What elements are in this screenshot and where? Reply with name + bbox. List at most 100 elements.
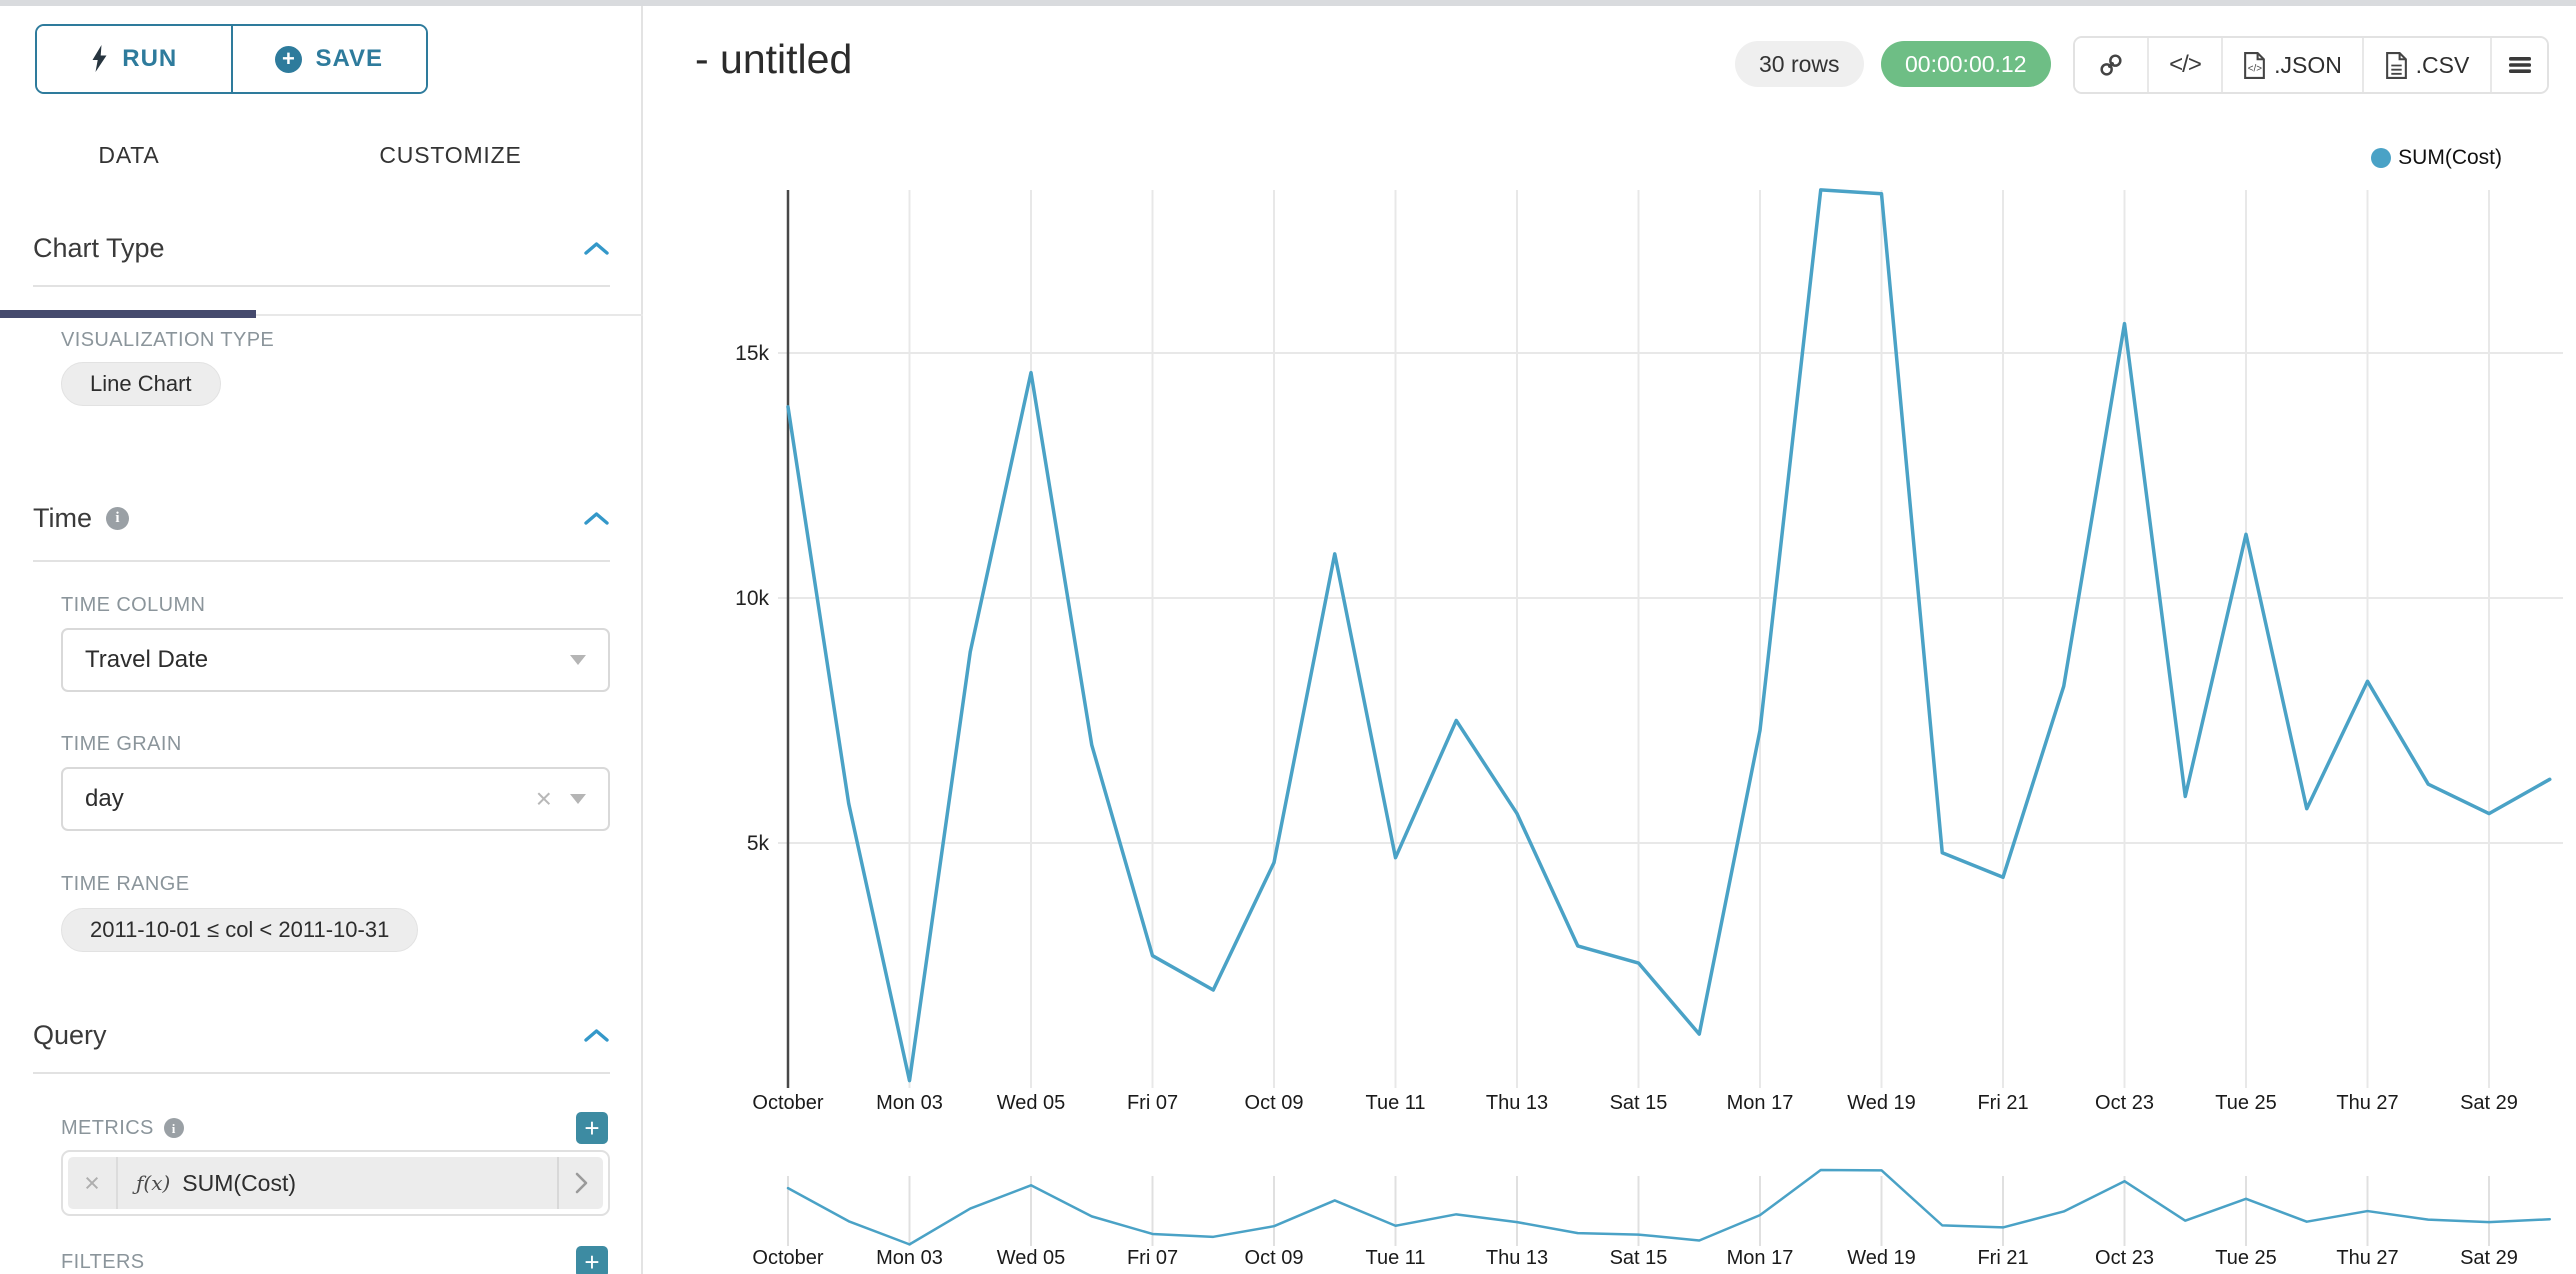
time-grain-value: day xyxy=(85,785,124,812)
time-grain-label: TIME GRAIN xyxy=(61,732,182,755)
control-panel: RUN + SAVE DATA CUSTOMIZE Chart Type VIS… xyxy=(0,0,643,1274)
metrics-label: METRICS i xyxy=(61,1114,184,1142)
csv-file-icon xyxy=(2385,51,2407,79)
query-timer-badge: 00:00:00.12 xyxy=(1881,41,2051,87)
svg-text:Fri 07: Fri 07 xyxy=(1127,1092,1178,1114)
row-count-badge: 30 rows xyxy=(1735,41,1864,87)
time-grain-select[interactable]: day × xyxy=(61,767,610,831)
svg-text:Oct 09: Oct 09 xyxy=(1245,1092,1304,1114)
chevron-right-icon[interactable] xyxy=(557,1157,603,1209)
export-toolbar: </> </> .JSON .CSV xyxy=(2073,36,2549,94)
chevron-up-icon xyxy=(584,511,609,525)
svg-text:Wed 05: Wed 05 xyxy=(997,1247,1066,1269)
svg-text:Wed 05: Wed 05 xyxy=(997,1092,1066,1114)
svg-text:Tue 11: Tue 11 xyxy=(1365,1247,1425,1269)
remove-metric-icon[interactable]: × xyxy=(68,1157,118,1209)
svg-text:Sat 15: Sat 15 xyxy=(1610,1092,1668,1114)
run-save-button-group: RUN + SAVE xyxy=(35,24,428,94)
json-file-icon: </> xyxy=(2244,51,2266,79)
clear-x-icon[interactable]: × xyxy=(535,783,552,814)
svg-text:Mon 17: Mon 17 xyxy=(1727,1247,1794,1269)
section-title: Time xyxy=(33,502,92,533)
svg-text:Sat 15: Sat 15 xyxy=(1610,1247,1668,1269)
link-icon xyxy=(2100,54,2122,76)
range-selector-mini-chart[interactable]: October Mon 03 Wed 05 Fri 07 Oct 09 Tue 11 Thu… xyxy=(643,1130,2576,1274)
svg-text:Thu 27: Thu 27 xyxy=(2336,1092,2398,1114)
section-title: Query xyxy=(33,1019,107,1050)
tab-data[interactable]: DATA xyxy=(98,141,160,168)
svg-text:Wed 19: Wed 19 xyxy=(1847,1092,1916,1114)
svg-text:Oct 23: Oct 23 xyxy=(2095,1247,2154,1269)
svg-text:Mon 17: Mon 17 xyxy=(1727,1092,1794,1114)
svg-text:Mon 03: Mon 03 xyxy=(876,1092,943,1114)
fx-icon: ƒ(x) xyxy=(136,1171,171,1195)
export-json-button[interactable]: </> .JSON xyxy=(2223,38,2364,92)
add-metric-button[interactable]: + xyxy=(576,1112,608,1144)
add-filter-button[interactable]: + xyxy=(576,1246,608,1274)
tabs-divider xyxy=(0,314,643,316)
time-column-label: TIME COLUMN xyxy=(61,593,206,616)
metric-label: ƒ(x) SUM(Cost) xyxy=(136,1169,297,1196)
more-options-button[interactable] xyxy=(2492,38,2547,92)
svg-text:Wed 19: Wed 19 xyxy=(1847,1247,1916,1269)
code-icon: </> xyxy=(2169,51,2202,78)
section-title: Chart Type xyxy=(33,232,165,263)
svg-text:Oct 23: Oct 23 xyxy=(2095,1092,2154,1114)
svg-text:Tue 25: Tue 25 xyxy=(2215,1247,2277,1269)
svg-text:October: October xyxy=(752,1247,823,1269)
lightning-icon xyxy=(92,45,107,72)
metric-pill[interactable]: × ƒ(x) SUM(Cost) xyxy=(68,1157,603,1209)
chart-title[interactable]: - untitled xyxy=(695,36,853,82)
info-icon: i xyxy=(106,506,129,530)
svg-text:Fri 07: Fri 07 xyxy=(1127,1247,1178,1269)
svg-text:Thu 13: Thu 13 xyxy=(1486,1247,1548,1269)
chevron-up-icon xyxy=(584,241,609,255)
time-range-pill[interactable]: 2011-10-01 ≤ col < 2011-10-31 xyxy=(61,908,419,952)
svg-text:Tue 11: Tue 11 xyxy=(1365,1092,1425,1114)
svg-text:Fri 21: Fri 21 xyxy=(1977,1092,2028,1114)
chevron-up-icon xyxy=(584,1028,609,1042)
svg-text:</>: </> xyxy=(2248,63,2262,74)
section-header-query[interactable]: Query xyxy=(33,1013,610,1057)
run-button[interactable]: RUN xyxy=(37,26,233,92)
section-divider xyxy=(33,285,610,287)
legend-item[interactable]: SUM(Cost) xyxy=(2371,146,2502,170)
section-header-time[interactable]: Time i xyxy=(33,496,610,540)
section-divider xyxy=(33,1072,610,1074)
menu-icon xyxy=(2508,57,2531,73)
time-range-label: TIME RANGE xyxy=(61,872,190,895)
metric-control: × ƒ(x) SUM(Cost) xyxy=(61,1150,610,1216)
svg-text:Mon 03: Mon 03 xyxy=(876,1247,943,1269)
run-button-label: RUN xyxy=(122,45,178,72)
info-icon: i xyxy=(163,1118,184,1138)
visualization-type-label: VISUALIZATION TYPE xyxy=(61,328,275,351)
svg-text:Oct 09: Oct 09 xyxy=(1245,1247,1304,1269)
time-column-select[interactable]: Travel Date xyxy=(61,628,610,692)
svg-text:Tue 25: Tue 25 xyxy=(2215,1092,2277,1114)
active-tab-indicator xyxy=(0,310,256,318)
filters-label: FILTERS xyxy=(61,1250,145,1273)
svg-text:October: October xyxy=(752,1092,823,1114)
save-button[interactable]: + SAVE xyxy=(232,26,426,92)
svg-text:Thu 13: Thu 13 xyxy=(1486,1092,1548,1114)
embed-code-button[interactable]: </> xyxy=(2149,38,2223,92)
line-chart-canvas[interactable]: October Mon 03 Wed 05 Fri 07 Oct 09 Tue 11 Thu… xyxy=(643,0,2576,1130)
window-top-edge xyxy=(0,0,2576,6)
save-button-label: SAVE xyxy=(315,45,384,72)
section-header-chart-type[interactable]: Chart Type xyxy=(33,226,610,270)
share-link-button[interactable] xyxy=(2075,38,2149,92)
svg-text:10k: 10k xyxy=(735,587,769,610)
svg-text:Thu 27: Thu 27 xyxy=(2336,1247,2398,1269)
section-divider xyxy=(33,560,610,562)
plus-circle-icon: + xyxy=(275,45,303,73)
svg-text:Fri 21: Fri 21 xyxy=(1977,1247,2028,1269)
svg-text:Sat 29: Sat 29 xyxy=(2460,1247,2518,1269)
legend-label: SUM(Cost) xyxy=(2398,146,2502,169)
viz-type-pill[interactable]: Line Chart xyxy=(61,362,221,406)
chart-area: - untitled 30 rows 00:00:00.12 </> </> .… xyxy=(643,0,2576,1274)
tab-customize[interactable]: CUSTOMIZE xyxy=(379,141,522,168)
caret-down-icon xyxy=(570,794,586,804)
caret-down-icon xyxy=(570,655,586,665)
export-csv-button[interactable]: .CSV xyxy=(2364,38,2492,92)
time-column-value: Travel Date xyxy=(85,646,209,673)
